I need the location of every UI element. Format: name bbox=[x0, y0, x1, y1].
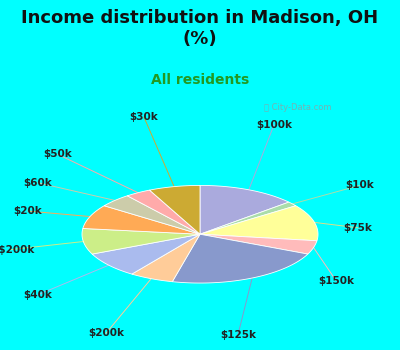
Polygon shape bbox=[132, 234, 200, 282]
Text: $150k: $150k bbox=[318, 275, 354, 286]
Polygon shape bbox=[200, 234, 317, 254]
Polygon shape bbox=[83, 206, 200, 234]
Text: > $200k: > $200k bbox=[0, 245, 34, 255]
Polygon shape bbox=[200, 202, 296, 234]
Polygon shape bbox=[200, 206, 318, 241]
Polygon shape bbox=[150, 186, 200, 234]
Text: $10k: $10k bbox=[346, 180, 374, 190]
Text: $20k: $20k bbox=[14, 206, 42, 216]
Polygon shape bbox=[104, 196, 200, 234]
Text: $60k: $60k bbox=[24, 178, 52, 188]
Text: Income distribution in Madison, OH
(%): Income distribution in Madison, OH (%) bbox=[22, 9, 378, 48]
Text: All residents: All residents bbox=[151, 74, 249, 88]
Polygon shape bbox=[127, 190, 200, 234]
Text: $75k: $75k bbox=[344, 223, 372, 233]
Text: $50k: $50k bbox=[44, 149, 72, 160]
Text: $40k: $40k bbox=[24, 290, 52, 300]
Polygon shape bbox=[172, 234, 308, 283]
Text: $125k: $125k bbox=[220, 330, 256, 340]
Polygon shape bbox=[200, 186, 289, 234]
Text: $200k: $200k bbox=[88, 328, 124, 338]
Polygon shape bbox=[92, 234, 200, 274]
Text: $100k: $100k bbox=[256, 120, 292, 130]
Text: ⓘ City-Data.com: ⓘ City-Data.com bbox=[264, 103, 332, 112]
Text: $30k: $30k bbox=[130, 112, 158, 122]
Polygon shape bbox=[82, 229, 200, 254]
